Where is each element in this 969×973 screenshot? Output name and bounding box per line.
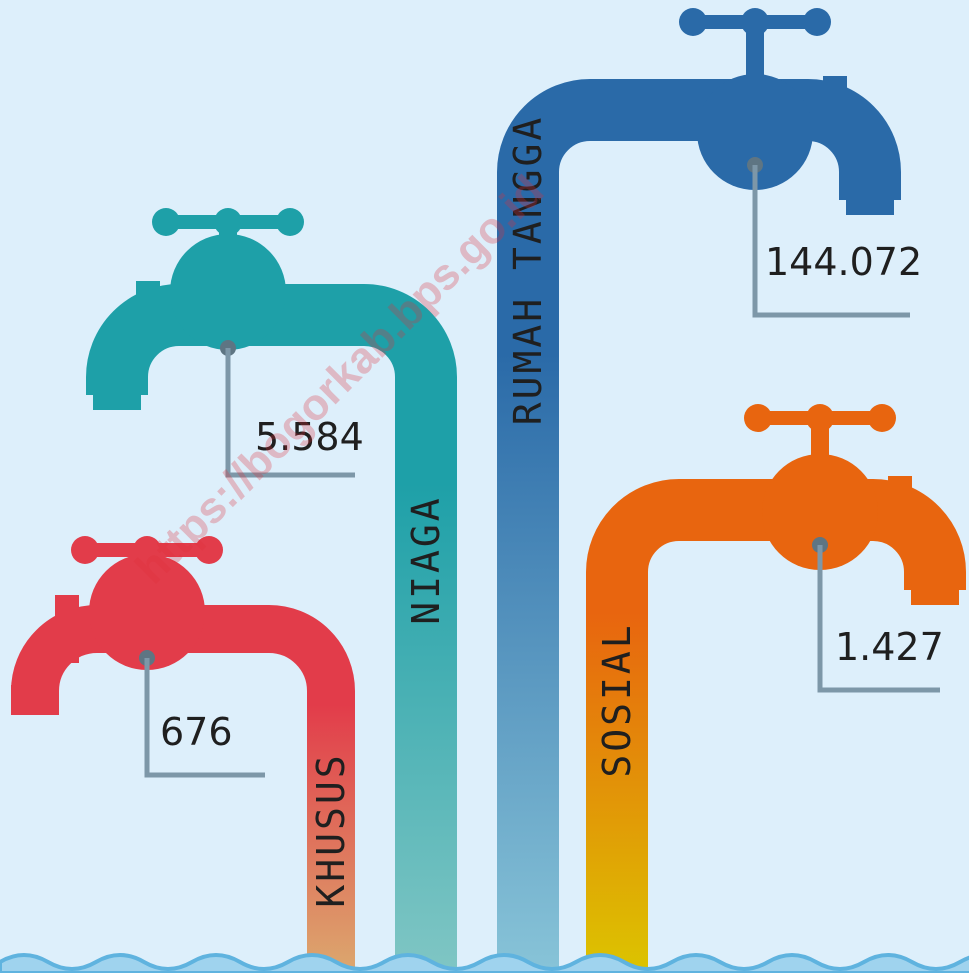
tap-body xyxy=(89,554,205,670)
tap-value: 1.427 xyxy=(835,625,944,669)
handle-knob xyxy=(744,404,772,432)
handle-knob xyxy=(133,536,161,564)
pipe-joint xyxy=(136,281,160,349)
pipe-joint xyxy=(823,76,847,144)
tap-body xyxy=(762,454,878,570)
tap-value: 144.072 xyxy=(765,240,922,284)
handle-knob xyxy=(679,8,707,36)
handle-knob xyxy=(806,404,834,432)
tap-value: 676 xyxy=(160,710,233,754)
handle-knob xyxy=(276,208,304,236)
pipe xyxy=(497,79,901,973)
handle-knob xyxy=(741,8,769,36)
tap: 1.427 SOSIAL xyxy=(586,404,966,973)
tap: 676 KHUSUS xyxy=(11,536,355,973)
tap-label: KHUSUS xyxy=(309,752,353,907)
handle-knob xyxy=(868,404,896,432)
tap-stem xyxy=(811,418,829,472)
handle-knob xyxy=(214,208,242,236)
handle-knob xyxy=(195,536,223,564)
tap-value: 5.584 xyxy=(255,415,364,459)
handle-knob xyxy=(152,208,180,236)
leader-line xyxy=(225,348,355,478)
leader-line xyxy=(752,165,910,318)
tap: 5.584 NIAGA xyxy=(86,208,457,973)
spout-tip xyxy=(846,185,894,215)
leader-line xyxy=(817,545,940,693)
tap-label: RUMAH TANGGA xyxy=(506,115,550,426)
tap-label: NIAGA xyxy=(404,495,448,624)
handle-knob xyxy=(71,536,99,564)
water-wave xyxy=(0,953,969,973)
spout-tip xyxy=(11,685,59,715)
tap-label: SOSIAL xyxy=(595,622,639,777)
taps: 676 KHUSUS 5.584 NIAGA 144.072 RUMAH TANGGA 1.… xyxy=(11,8,966,973)
pipe-joint xyxy=(888,476,912,544)
tap: 144.072 RUMAH TANGGA xyxy=(497,8,922,973)
spout-tip xyxy=(911,575,959,605)
tap-stem xyxy=(746,22,764,92)
spout-tip xyxy=(93,380,141,410)
handle-knob xyxy=(803,8,831,36)
tap-body xyxy=(697,74,813,190)
pipe-joint xyxy=(55,595,79,663)
leader-line xyxy=(144,658,265,778)
tap-body xyxy=(170,234,286,350)
